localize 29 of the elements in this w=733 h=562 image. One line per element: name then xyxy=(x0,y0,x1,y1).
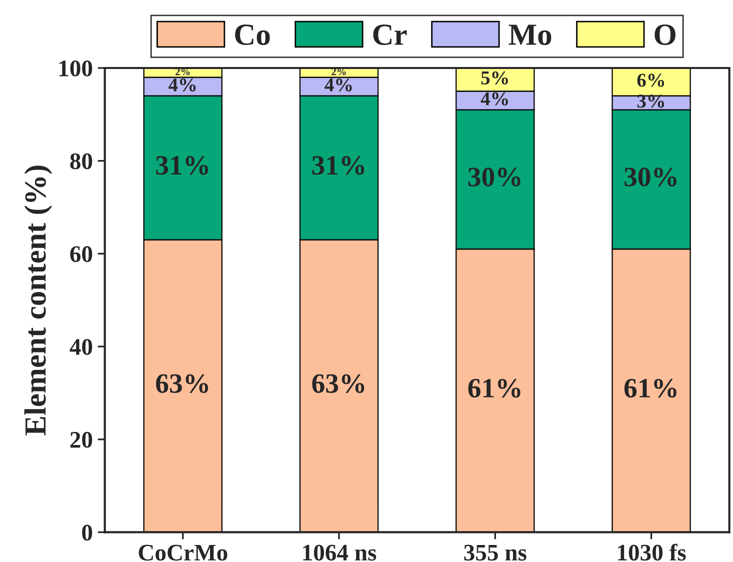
data-label: 61% xyxy=(624,378,676,398)
legend-label: Mo xyxy=(508,24,552,46)
data-label: 3% xyxy=(637,94,664,108)
x-tick-label: 1064 ns xyxy=(303,544,376,561)
x-tick-label: 1030 fs xyxy=(618,544,686,561)
y-tick-label: 0 xyxy=(82,524,92,541)
data-label: 30% xyxy=(468,168,520,186)
data-label: 4% xyxy=(324,78,352,92)
x-tick-label: CoCrMo xyxy=(138,544,228,561)
legend-label: Co xyxy=(235,24,270,46)
data-label: 31% xyxy=(156,156,208,175)
data-label: 63% xyxy=(156,374,208,394)
y-tick-label: 20 xyxy=(70,432,92,448)
data-label: 30% xyxy=(624,168,676,186)
y-tick-label: 40 xyxy=(70,339,92,355)
data-label: 63% xyxy=(312,374,364,394)
x-tick-label: 355 ns xyxy=(464,544,526,561)
legend-label: Cr xyxy=(373,24,407,46)
data-label: 4% xyxy=(168,78,196,92)
data-label: 31% xyxy=(312,156,364,175)
data-label: 61% xyxy=(468,378,520,398)
y-tick-label: 60 xyxy=(70,246,92,262)
y-tick-label: 100 xyxy=(59,60,92,76)
data-label: 4% xyxy=(480,92,508,106)
legend-label: O xyxy=(654,24,676,46)
data-label: 5% xyxy=(481,71,508,85)
y-axis-title: Element content (%) xyxy=(24,166,52,436)
data-label: 6% xyxy=(637,74,664,87)
y-tick-label: 80 xyxy=(70,153,92,170)
